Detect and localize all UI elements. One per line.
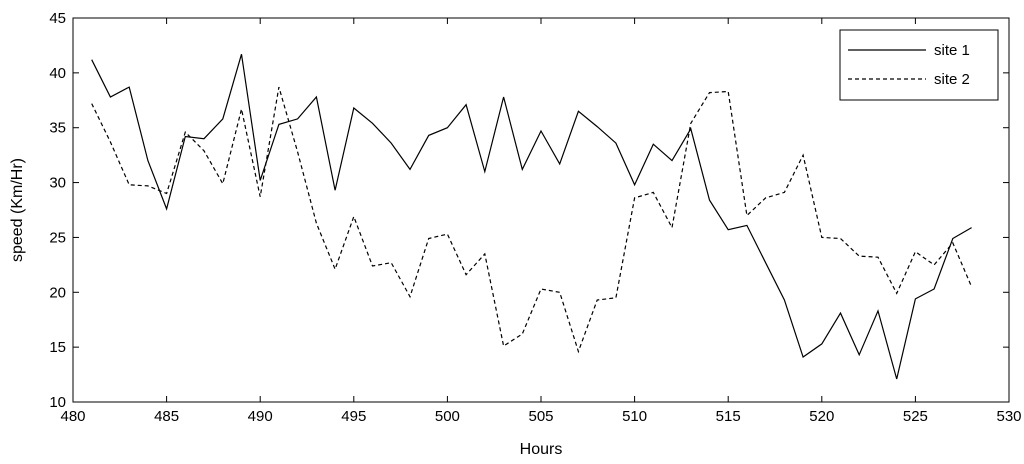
y-tick-label: 10 xyxy=(49,394,66,411)
x-tick-label: 520 xyxy=(809,408,834,425)
x-tick-label: 500 xyxy=(435,408,460,425)
y-tick-label: 45 xyxy=(49,10,66,27)
y-tick-label: 30 xyxy=(49,175,66,192)
x-tick-label: 490 xyxy=(248,408,273,425)
legend-label-site-2: site 2 xyxy=(934,71,970,88)
x-tick-label: 485 xyxy=(154,408,179,425)
x-tick-label: 510 xyxy=(622,408,647,425)
y-axis-title: speed (Km/Hr) xyxy=(9,158,26,262)
x-tick-label: 530 xyxy=(996,408,1021,425)
y-tick-label: 15 xyxy=(49,339,66,356)
legend-box xyxy=(839,29,999,101)
legend: site 1 site 2 xyxy=(839,29,999,101)
x-axis-title: Hours xyxy=(520,441,563,458)
x-tick-label: 495 xyxy=(341,408,366,425)
series-line-site-1 xyxy=(91,54,972,380)
tick-layer: 480 485 490 495 500 505 510 515 520 525 530 10 15 20 2… xyxy=(49,10,1021,425)
series-line-site-2 xyxy=(91,86,973,354)
y-tick-label: 20 xyxy=(49,284,66,301)
x-tick-label: 525 xyxy=(903,408,928,425)
x-tick-label: 480 xyxy=(60,408,85,425)
x-tick-label: 505 xyxy=(528,408,553,425)
y-tick-label: 35 xyxy=(49,120,66,137)
x-tick-label: 515 xyxy=(716,408,741,425)
series-layer xyxy=(91,54,973,380)
y-tick-label: 25 xyxy=(49,229,66,246)
y-tick-label: 40 xyxy=(49,65,66,82)
legend-label-site-1: site 1 xyxy=(934,42,970,59)
